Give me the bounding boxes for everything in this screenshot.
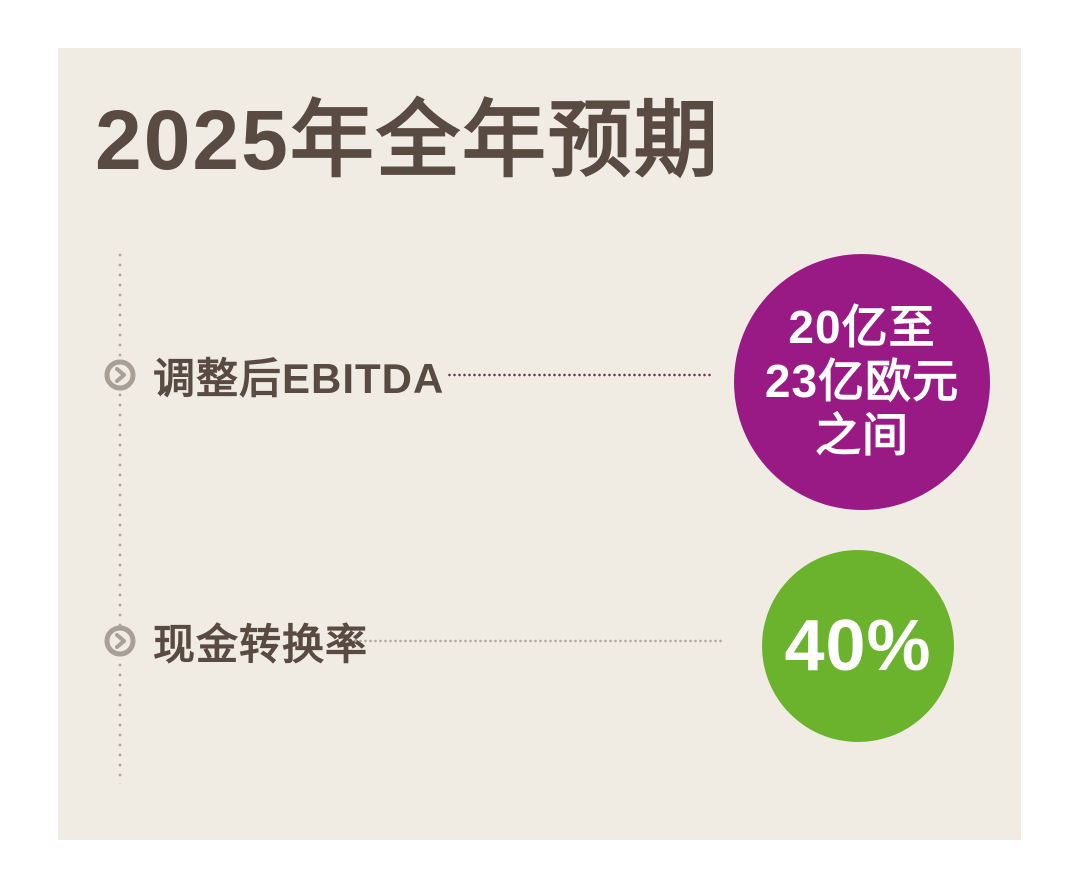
dotted-connector-ebitda (447, 373, 711, 377)
chevron-right-circle-icon (103, 358, 137, 392)
dotted-connector-cash-conversion (353, 639, 723, 643)
metric-label-ebitda: 调整后EBITDA (153, 354, 445, 402)
forecast-card: 2025年全年预期 调整后EBITDA 20亿至 23亿欧元 之间 (58, 48, 1021, 840)
forecast-row-cash-conversion: 现金转换率 (103, 621, 368, 668)
timeline-dotted-line (118, 250, 122, 784)
cash-conversion-value: 40% (784, 606, 932, 686)
page-title: 2025年全年预期 (95, 93, 720, 187)
forecast-row-ebitda: 调整后EBITDA (103, 355, 444, 402)
chevron-right-circle-icon (103, 624, 137, 658)
cash-conversion-value-circle: 40% (762, 550, 954, 742)
ebitda-value: 20亿至 23亿欧元 之间 (764, 301, 960, 461)
metric-label-cash-conversion: 现金转换率 (153, 620, 369, 668)
ebitda-value-circle: 20亿至 23亿欧元 之间 (734, 254, 990, 510)
